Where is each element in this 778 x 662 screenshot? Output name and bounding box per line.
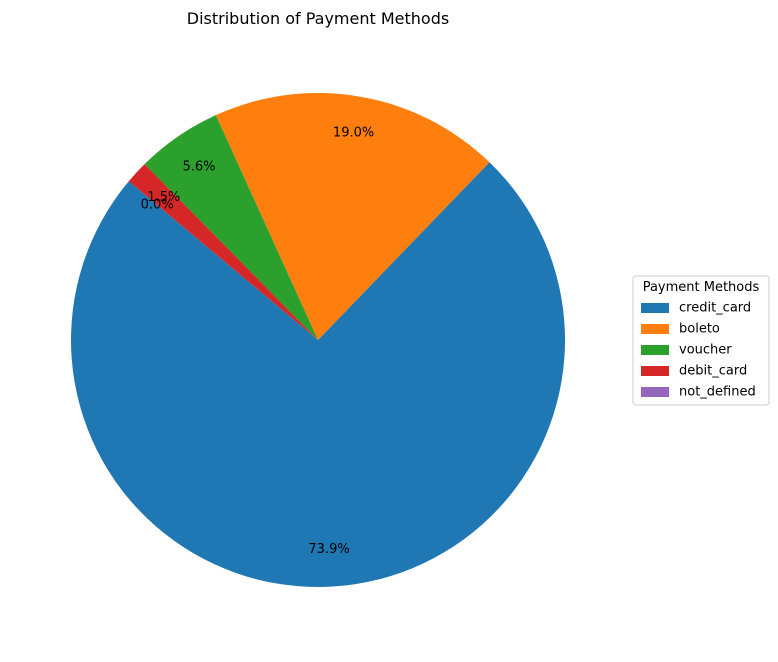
- pie-slice-voucher: [144, 115, 318, 341]
- legend-swatch-credit-card: [641, 303, 669, 313]
- legend-label-credit-card: credit_card: [679, 301, 751, 316]
- legend-label-debit-card: debit_card: [679, 364, 747, 379]
- legend-swatch-voucher: [641, 345, 669, 355]
- pie-slices: [71, 92, 566, 588]
- pie-label-not-defined: 0.0%: [141, 198, 174, 213]
- legend-label-boleto: boleto: [679, 322, 720, 337]
- pie-label-boleto: 19.0%: [333, 126, 374, 141]
- legend-label-not-defined: not_defined: [679, 385, 756, 400]
- pie-label-debit-card: 1.5%: [147, 190, 180, 205]
- legend-title: Payment Methods: [643, 280, 760, 295]
- pie-slice-not-defined: [128, 181, 318, 340]
- legend-label-voucher: voucher: [679, 343, 732, 358]
- pie-label-voucher: 5.6%: [183, 160, 216, 175]
- pie-slice-boleto: [215, 92, 490, 340]
- chart-title: Distribution of Payment Methods: [187, 9, 449, 28]
- pie-label-credit-card: 73.9%: [308, 542, 349, 557]
- legend-swatch-boleto: [641, 324, 669, 334]
- legend-swatch-not-defined: [641, 387, 669, 397]
- pie-slice-debit-card: [128, 164, 318, 340]
- pie-percent-labels: 73.9% 19.0% 5.6%1.5%0.0%: [141, 126, 375, 558]
- legend-swatch-debit-card: [641, 366, 669, 376]
- pie-slice-credit-card: [71, 162, 566, 588]
